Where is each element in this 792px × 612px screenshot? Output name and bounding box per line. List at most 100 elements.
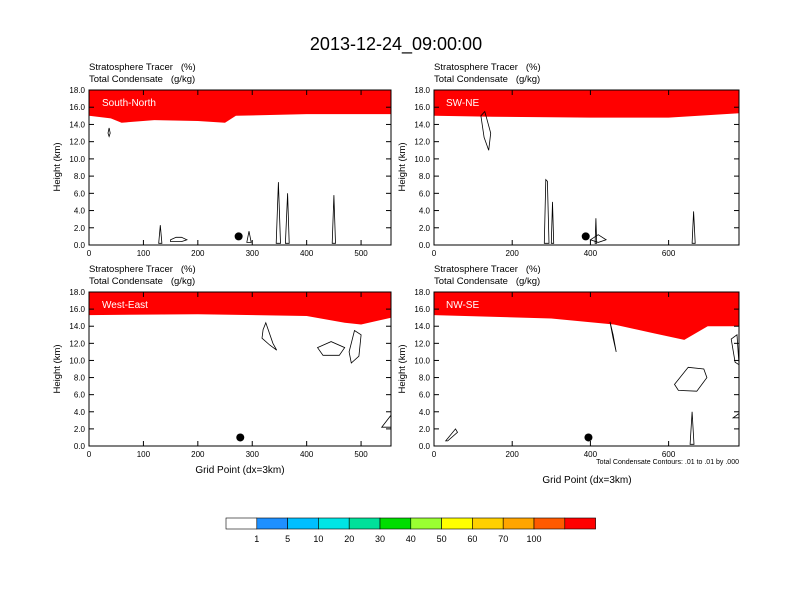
x-tick-label: 100: [137, 249, 151, 258]
panel-west-east: Stratosphere Tracer (%) Total Condensate…: [52, 264, 392, 476]
y-tick-label: 12.0: [69, 339, 85, 348]
y-tick-label: 14.0: [69, 120, 85, 129]
x-tick-label: 0: [432, 249, 437, 258]
x-tick-label: 100: [137, 450, 151, 459]
x-tick-label: 0: [432, 450, 437, 459]
y-tick-label: 12.0: [414, 138, 430, 147]
colorbar-label: 100: [526, 534, 541, 544]
condensate-contour: [316, 341, 346, 356]
colorbar-bin: [379, 517, 412, 530]
condensate-contour: [261, 321, 278, 351]
y-tick-label: 4.0: [419, 207, 431, 216]
y-tick-label: 4.0: [74, 408, 86, 417]
y-tick-label: 18.0: [414, 288, 430, 297]
condensate-contour: [609, 321, 617, 352]
colorbar-label: 20: [344, 534, 354, 544]
y-tick-label: 0.0: [74, 442, 86, 451]
colorbar: 1 5 10 20 30 40 50 60 70 100: [225, 517, 596, 544]
contour-footnote: Total Condensate Contours: .01 to .01 by…: [596, 459, 739, 466]
panel-variable-label: Stratosphere Tracer (%): [434, 264, 541, 275]
tracer-layer: [89, 292, 391, 325]
x-tick-label: 300: [246, 249, 260, 258]
panel-variable-label: Total Condensate (g/kg): [89, 276, 195, 287]
x-axis-label: Grid Point (dx=3km): [195, 465, 284, 476]
condensate-contour: [731, 413, 739, 419]
colorbar-bin: [287, 517, 319, 530]
condensate-contour: [689, 411, 695, 445]
tracer-layer: [89, 90, 391, 123]
condensate-contour: [107, 127, 111, 138]
y-tick-label: 2.0: [419, 425, 431, 434]
y-tick-label: 10.0: [69, 155, 85, 164]
x-tick-label: 600: [662, 249, 676, 258]
condensate-contour: [730, 334, 739, 366]
condensate-contour: [589, 234, 608, 243]
panel-label: NW-SE: [446, 300, 479, 311]
x-axis: 0 200 400 600: [432, 292, 676, 459]
y-tick-label: 8.0: [74, 172, 86, 181]
condensate-contour: [380, 414, 391, 428]
y-tick-label: 0.0: [419, 442, 431, 451]
panel-nw-se: Stratosphere Tracer (%) Total Condensate…: [397, 264, 740, 486]
plot-area: [434, 292, 739, 445]
y-tick-label: 6.0: [74, 189, 86, 198]
x-tick-label: 0: [87, 249, 92, 258]
x-tick-label: 200: [191, 249, 205, 258]
y-axis-label: Height (km): [52, 142, 63, 191]
y-tick-label: 4.0: [419, 408, 431, 417]
condensate-contour: [331, 195, 336, 244]
colorbar-label: 50: [437, 534, 447, 544]
condensate-dot: [584, 433, 593, 442]
colorbar-bin: [225, 517, 258, 530]
y-tick-label: 18.0: [69, 86, 85, 95]
y-tick-label: 14.0: [414, 322, 430, 331]
x-axis-label: Grid Point (dx=3km): [542, 475, 631, 486]
colorbar-bin: [256, 517, 288, 530]
colorbar-bin: [318, 517, 350, 530]
tracer-layer: [434, 90, 739, 118]
colorbar-label: 60: [467, 534, 477, 544]
panel-label: West-East: [102, 300, 148, 311]
panel-label: South-North: [102, 98, 156, 109]
y-tick-label: 8.0: [419, 374, 431, 383]
colorbar-bin: [564, 517, 596, 530]
y-tick-label: 6.0: [74, 391, 86, 400]
colorbar-label: 1: [254, 534, 259, 544]
panel-variable-label: Total Condensate (g/kg): [434, 74, 540, 85]
colorbar-bin: [441, 517, 473, 530]
y-tick-label: 12.0: [414, 339, 430, 348]
condensate-dot: [581, 232, 590, 241]
plot-area: [434, 90, 739, 244]
x-tick-label: 400: [584, 249, 598, 258]
y-tick-label: 14.0: [414, 120, 430, 129]
y-tick-label: 18.0: [69, 288, 85, 297]
condensate-contour: [691, 211, 696, 244]
colorbar-label: 10: [313, 534, 323, 544]
plot-frame: [433, 291, 740, 447]
y-tick-label: 2.0: [419, 224, 431, 233]
x-axis: 0 100 200 300 400 500: [87, 292, 368, 459]
y-tick-label: 6.0: [419, 391, 431, 400]
condensate-contour: [158, 225, 163, 244]
colorbar-bin: [533, 517, 566, 530]
plot-frame: [88, 291, 392, 447]
y-tick-label: 18.0: [414, 86, 430, 95]
x-tick-label: 400: [584, 450, 598, 459]
x-tick-label: 500: [354, 450, 368, 459]
y-tick-label: 2.0: [74, 224, 86, 233]
x-tick-label: 200: [506, 450, 520, 459]
condensate-dot: [234, 232, 243, 241]
condensate-contour: [444, 428, 459, 442]
x-tick-label: 500: [354, 249, 368, 258]
plot-frame: [88, 89, 392, 246]
condensate-contour: [170, 236, 188, 243]
y-tick-label: 0.0: [419, 241, 431, 250]
y-tick-label: 16.0: [414, 103, 430, 112]
panel-sw-ne: Stratosphere Tracer (%) Total Condensate…: [397, 62, 740, 258]
colorbar-label: 40: [406, 534, 416, 544]
x-tick-label: 400: [300, 450, 314, 459]
colorbar-label: 70: [498, 534, 508, 544]
y-axis: 0.0 2.0 4.0 6.0 8.0 10.0 12.0 14.0 16.0 18.0: [414, 86, 739, 250]
x-tick-label: 600: [662, 450, 676, 459]
condensate-contour: [480, 110, 492, 151]
